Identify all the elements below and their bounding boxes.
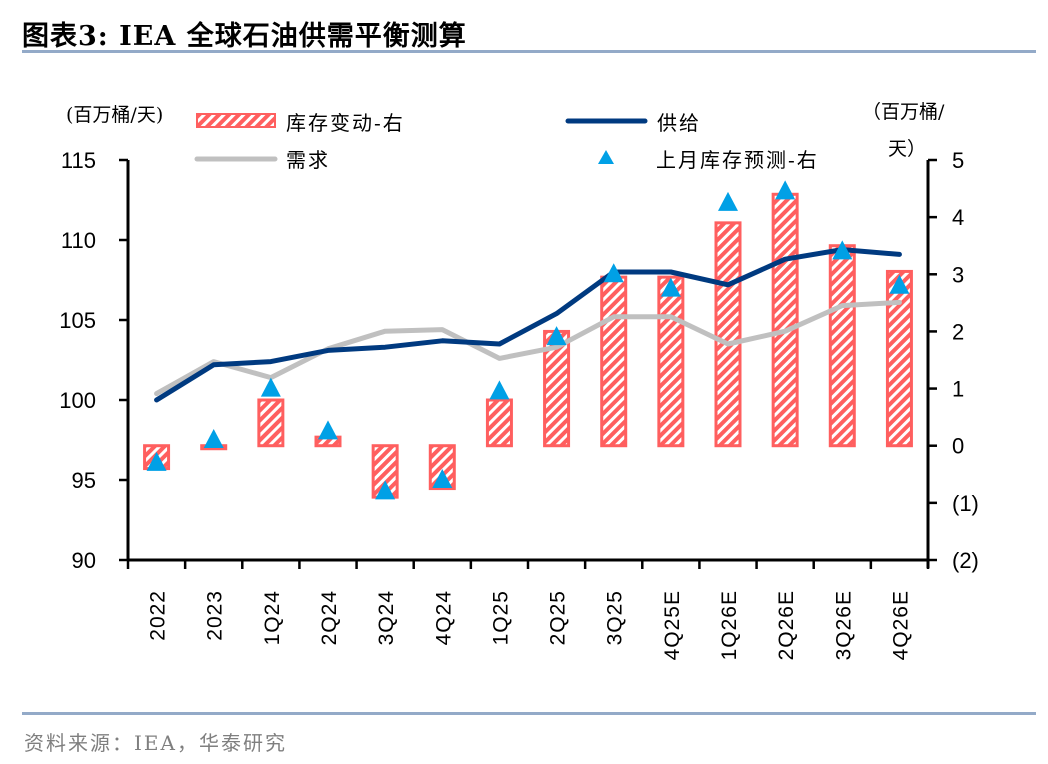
x-axis-category-label: 2023 bbox=[204, 590, 227, 641]
inventory-change-bar bbox=[600, 275, 628, 448]
left-axis-unit-label: (百万桶/天) bbox=[66, 104, 163, 126]
forecast-inventory-marker bbox=[375, 480, 396, 500]
forecast-inventory-marker bbox=[775, 180, 796, 200]
inventory-change-bar bbox=[885, 269, 913, 448]
forecast-inventory-marker bbox=[832, 240, 853, 260]
x-axis-category-label: 3Q26E bbox=[832, 590, 855, 660]
left-axis-tick-label: 115 bbox=[61, 148, 96, 173]
left-axis-tick-label: 90 bbox=[72, 548, 96, 573]
demand-line bbox=[154, 299, 902, 397]
forecast-inventory-marker bbox=[603, 263, 624, 283]
inventory-change-bar bbox=[485, 398, 513, 448]
forecast-inventory-marker bbox=[432, 469, 453, 488]
source-note: 资料来源：IEA，华泰研究 bbox=[24, 731, 287, 755]
supply-line bbox=[154, 247, 902, 403]
legend-label-supply: 供给 bbox=[657, 111, 701, 135]
forecast-inventory-marker bbox=[260, 377, 281, 397]
right-axis-tick-label: (2) bbox=[952, 548, 979, 573]
right-axis-tick-label: 1 bbox=[952, 377, 964, 402]
x-axis-category-label: 4Q25E bbox=[661, 590, 684, 660]
legend-label-inventory-change: 库存变动-右 bbox=[286, 111, 405, 135]
right-axis-unit-label-line2: 天） bbox=[888, 138, 926, 160]
inventory-change-bar bbox=[714, 221, 742, 448]
x-axis-category-label: 1Q25 bbox=[489, 590, 512, 645]
x-axis-category-label: 3Q24 bbox=[375, 590, 398, 645]
legend-label-demand: 需求 bbox=[286, 148, 330, 172]
left-axis-tick-label: 95 bbox=[72, 468, 96, 493]
legend-swatch-forecast-inventory bbox=[598, 150, 614, 164]
right-axis-tick-label: 3 bbox=[952, 262, 964, 287]
inventory-change-bar bbox=[257, 398, 285, 448]
x-axis-category-label: 1Q26E bbox=[718, 590, 741, 660]
x-axis-category-label: 2Q24 bbox=[318, 590, 341, 645]
right-axis-tick-label: 5 bbox=[952, 148, 964, 173]
legend-swatch-inventory-change bbox=[196, 113, 276, 128]
x-axis-category-label: 4Q24 bbox=[432, 590, 455, 645]
inventory-change-bar bbox=[828, 244, 856, 448]
left-axis-tick-label: 100 bbox=[59, 388, 96, 413]
forecast-inventory-marker bbox=[889, 274, 910, 294]
chart-title: 图表3: IEA 全球石油供需平衡测算 bbox=[22, 21, 467, 52]
x-axis-category-label: 3Q25 bbox=[604, 590, 627, 645]
forecast-inventory-marker bbox=[489, 380, 510, 400]
right-axis-tick-label: (1) bbox=[952, 491, 979, 516]
x-axis-category-label: 1Q24 bbox=[261, 590, 284, 645]
x-axis-category-label: 4Q26E bbox=[889, 590, 912, 660]
right-axis-unit-label-line1: （百万桶/ bbox=[862, 101, 945, 123]
x-axis-category-label: 2022 bbox=[147, 590, 170, 641]
forecast-inventory-marker bbox=[718, 191, 738, 211]
title-divider bbox=[22, 50, 1036, 53]
footer-divider bbox=[22, 712, 1036, 715]
inventory-change-bar bbox=[771, 192, 799, 448]
right-axis-tick-label: 4 bbox=[952, 205, 964, 230]
x-axis-category-label: 2Q26E bbox=[775, 590, 798, 660]
x-axis-category-label: 2Q25 bbox=[547, 590, 570, 645]
forecast-inventory-marker bbox=[146, 451, 167, 471]
inventory-change-bar bbox=[657, 275, 685, 448]
left-axis-tick-label: 110 bbox=[61, 228, 96, 253]
right-axis-tick-label: 0 bbox=[952, 434, 964, 459]
forecast-inventory-marker bbox=[318, 420, 338, 440]
forecast-inventory-marker bbox=[546, 326, 567, 346]
left-axis-tick-label: 105 bbox=[59, 308, 96, 333]
forecast-inventory-marker bbox=[203, 429, 224, 448]
forecast-inventory-marker bbox=[660, 277, 681, 297]
right-axis-tick-label: 2 bbox=[952, 319, 964, 344]
legend-label-forecast-inventory: 上月库存预测-右 bbox=[656, 148, 819, 172]
